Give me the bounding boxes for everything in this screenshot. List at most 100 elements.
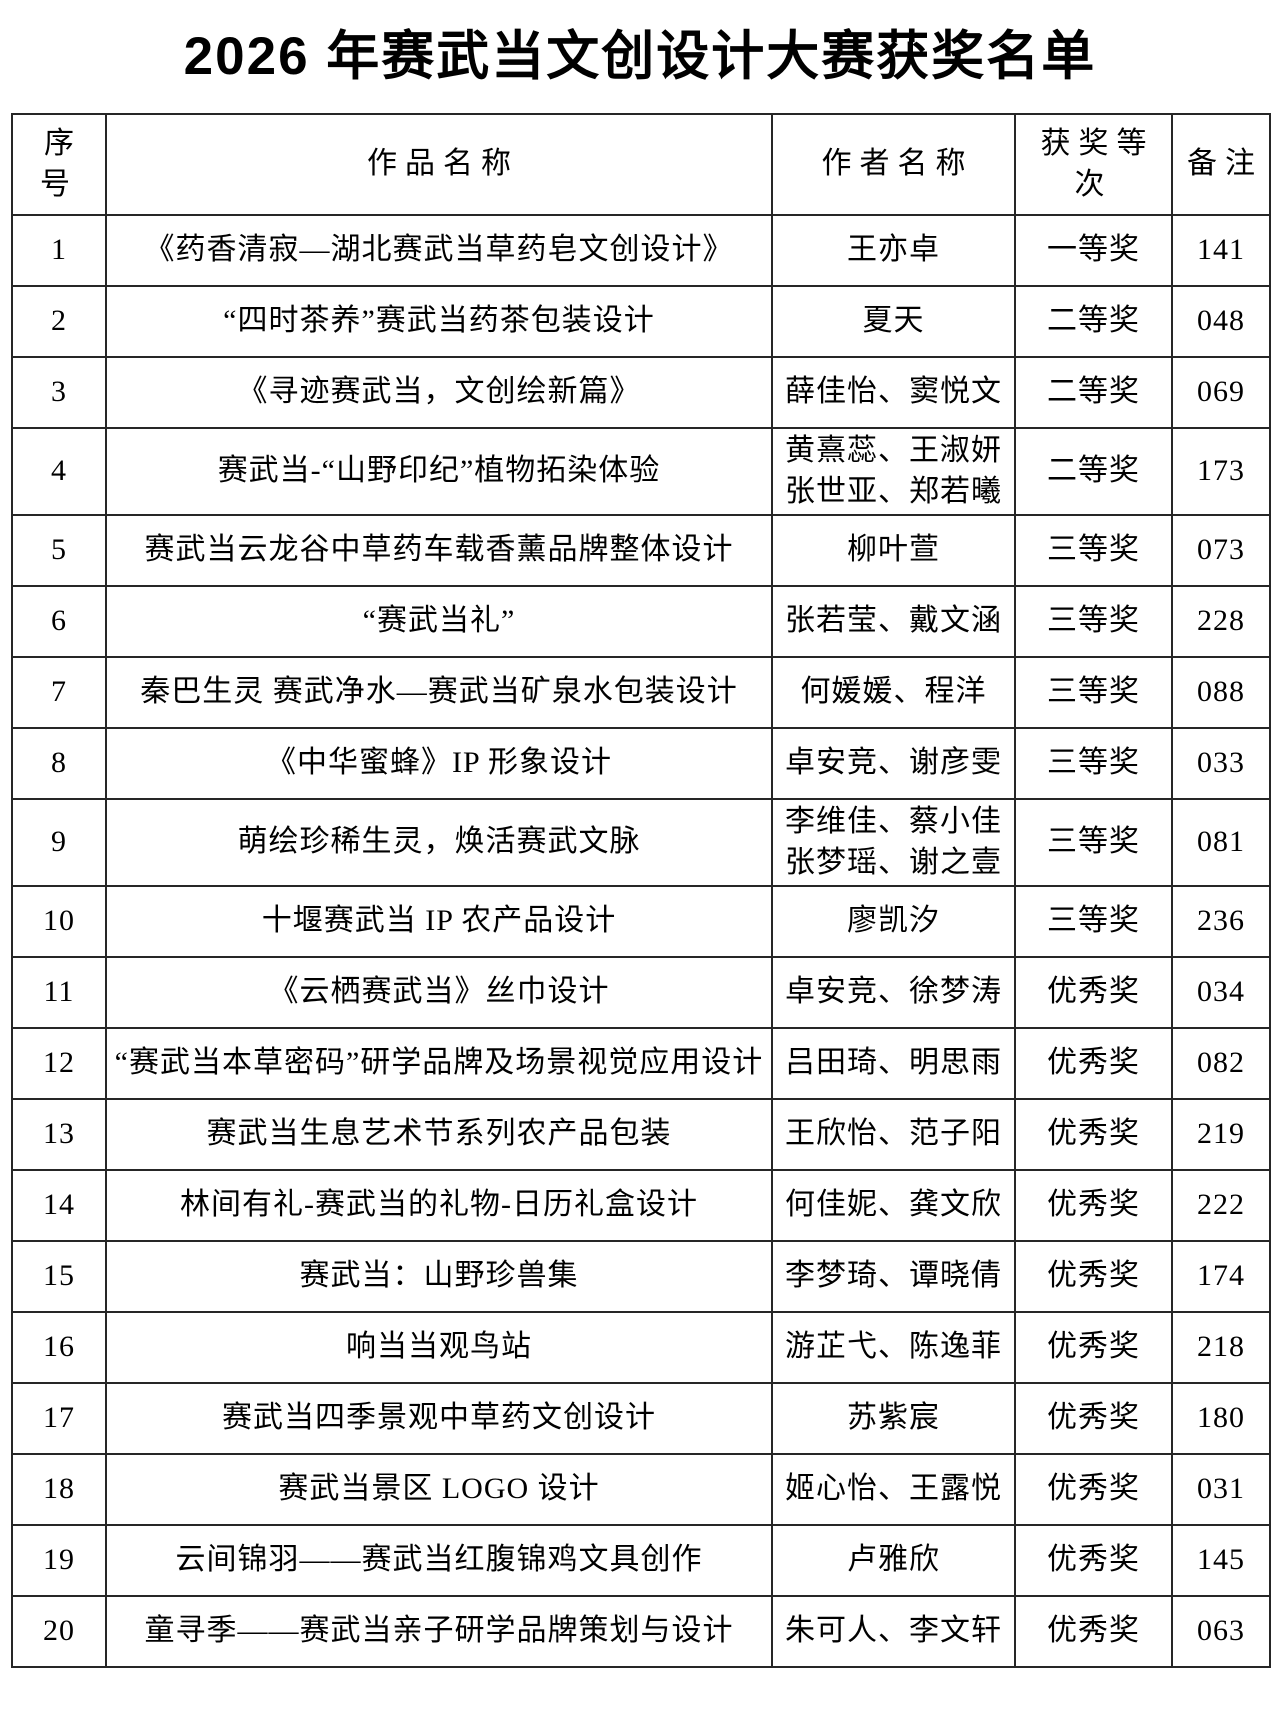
table-row: 19 云间锦羽——赛武当红腹锦鸡文具创作 卢雅欣 优秀奖 145 (11, 1524, 1271, 1597)
cell-award: 优秀奖 (1014, 1027, 1173, 1100)
cell-no: 14 (11, 1169, 107, 1242)
header-cell-authors: 作者名称 (771, 113, 1016, 216)
table-header-row: 序号 作品名称 作者名称 获奖等次 备注 (11, 113, 1271, 216)
cell-no: 3 (11, 356, 107, 429)
header-cell-no: 序号 (11, 113, 107, 216)
cell-note: 082 (1171, 1027, 1271, 1100)
cell-no: 7 (11, 656, 107, 729)
cell-work: 赛武当四季景观中草药文创设计 (105, 1382, 773, 1455)
cell-no: 2 (11, 285, 107, 358)
cell-work: “赛武当礼” (105, 585, 773, 658)
cell-award: 三等奖 (1014, 656, 1173, 729)
cell-work: “四时茶养”赛武当药茶包装设计 (105, 285, 773, 358)
cell-note: 174 (1171, 1240, 1271, 1313)
cell-no: 20 (11, 1595, 107, 1668)
cell-work: 十堰赛武当 IP 农产品设计 (105, 885, 773, 958)
cell-award: 二等奖 (1014, 356, 1173, 429)
cell-award: 三等奖 (1014, 585, 1173, 658)
cell-note: 081 (1171, 798, 1271, 887)
awards-table: 序号 作品名称 作者名称 获奖等次 备注 1 《药香清寂—湖北赛武当草药皂文创设… (11, 113, 1271, 1668)
cell-authors: 黄熹蕊、王淑妍 张世亚、郑若曦 (771, 427, 1016, 516)
table-row: 20 童寻季——赛武当亲子研学品牌策划与设计 朱可人、李文轩 优秀奖 063 (11, 1595, 1271, 1668)
table-row: 17 赛武当四季景观中草药文创设计 苏紫宸 优秀奖 180 (11, 1382, 1271, 1455)
table-row: 16 响当当观鸟站 游芷弋、陈逸菲 优秀奖 218 (11, 1311, 1271, 1384)
cell-no: 19 (11, 1524, 107, 1597)
table-row: 12 “赛武当本草密码”研学品牌及场景视觉应用设计 吕田琦、明思雨 优秀奖 08… (11, 1027, 1271, 1100)
cell-note: 219 (1171, 1098, 1271, 1171)
cell-authors: 柳叶萱 (771, 514, 1016, 587)
cell-no: 5 (11, 514, 107, 587)
cell-award: 一等奖 (1014, 214, 1173, 287)
cell-authors: 李维佳、蔡小佳 张梦瑶、谢之壹 (771, 798, 1016, 887)
cell-work: 赛武当景区 LOGO 设计 (105, 1453, 773, 1526)
cell-award: 优秀奖 (1014, 1453, 1173, 1526)
table-row: 14 林间有礼-赛武当的礼物-日历礼盒设计 何佳妮、龚文欣 优秀奖 222 (11, 1169, 1271, 1242)
cell-note: 073 (1171, 514, 1271, 587)
cell-note: 034 (1171, 956, 1271, 1029)
cell-note: 141 (1171, 214, 1271, 287)
cell-award: 三等奖 (1014, 885, 1173, 958)
cell-no: 4 (11, 427, 107, 516)
cell-award: 二等奖 (1014, 427, 1173, 516)
cell-note: 222 (1171, 1169, 1271, 1242)
table-row: 2 “四时茶养”赛武当药茶包装设计 夏天 二等奖 048 (11, 285, 1271, 358)
table-row: 13 赛武当生息艺术节系列农产品包装 王欣怡、范子阳 优秀奖 219 (11, 1098, 1271, 1171)
cell-note: 228 (1171, 585, 1271, 658)
cell-authors: 苏紫宸 (771, 1382, 1016, 1455)
cell-work: 赛武当云龙谷中草药车载香薰品牌整体设计 (105, 514, 773, 587)
cell-work: 云间锦羽——赛武当红腹锦鸡文具创作 (105, 1524, 773, 1597)
cell-authors: 李梦琦、谭晓倩 (771, 1240, 1016, 1313)
cell-work: 赛武当：山野珍兽集 (105, 1240, 773, 1313)
cell-work: 《药香清寂—湖北赛武当草药皂文创设计》 (105, 214, 773, 287)
cell-authors: 夏天 (771, 285, 1016, 358)
table-row: 18 赛武当景区 LOGO 设计 姬心怡、王露悦 优秀奖 031 (11, 1453, 1271, 1526)
table-row: 9 萌绘珍稀生灵，焕活赛武文脉 李维佳、蔡小佳 张梦瑶、谢之壹 三等奖 081 (11, 798, 1271, 887)
cell-no: 12 (11, 1027, 107, 1100)
cell-note: 145 (1171, 1524, 1271, 1597)
cell-no: 13 (11, 1098, 107, 1171)
cell-award: 三等奖 (1014, 798, 1173, 887)
cell-no: 8 (11, 727, 107, 800)
cell-award: 优秀奖 (1014, 1169, 1173, 1242)
cell-award: 优秀奖 (1014, 1098, 1173, 1171)
cell-work: 赛武当生息艺术节系列农产品包装 (105, 1098, 773, 1171)
cell-note: 173 (1171, 427, 1271, 516)
cell-authors: 薛佳怡、窦悦文 (771, 356, 1016, 429)
cell-no: 9 (11, 798, 107, 887)
cell-award: 优秀奖 (1014, 1311, 1173, 1384)
cell-authors: 廖凯汐 (771, 885, 1016, 958)
cell-authors: 吕田琦、明思雨 (771, 1027, 1016, 1100)
cell-work: 秦巴生灵 赛武净水—赛武当矿泉水包装设计 (105, 656, 773, 729)
cell-work: “赛武当本草密码”研学品牌及场景视觉应用设计 (105, 1027, 773, 1100)
cell-award: 二等奖 (1014, 285, 1173, 358)
cell-authors: 朱可人、李文轩 (771, 1595, 1016, 1668)
table-row: 6 “赛武当礼” 张若莹、戴文涵 三等奖 228 (11, 585, 1271, 658)
table-row: 1 《药香清寂—湖北赛武当草药皂文创设计》 王亦卓 一等奖 141 (11, 214, 1271, 287)
cell-award: 优秀奖 (1014, 956, 1173, 1029)
cell-authors: 卓安竞、徐梦涛 (771, 956, 1016, 1029)
cell-note: 063 (1171, 1595, 1271, 1668)
cell-no: 18 (11, 1453, 107, 1526)
table-row: 11 《云栖赛武当》丝巾设计 卓安竞、徐梦涛 优秀奖 034 (11, 956, 1271, 1029)
cell-award: 三等奖 (1014, 727, 1173, 800)
cell-note: 048 (1171, 285, 1271, 358)
cell-authors: 卢雅欣 (771, 1524, 1016, 1597)
cell-work: 《寻迹赛武当，文创绘新篇》 (105, 356, 773, 429)
cell-authors: 王亦卓 (771, 214, 1016, 287)
awards-table-body: 1 《药香清寂—湖北赛武当草药皂文创设计》 王亦卓 一等奖 141 2 “四时茶… (11, 214, 1271, 1668)
header-cell-award: 获奖等次 (1014, 113, 1173, 216)
header-cell-work: 作品名称 (105, 113, 773, 216)
cell-no: 1 (11, 214, 107, 287)
cell-work: 《云栖赛武当》丝巾设计 (105, 956, 773, 1029)
cell-award: 优秀奖 (1014, 1240, 1173, 1313)
cell-work: 林间有礼-赛武当的礼物-日历礼盒设计 (105, 1169, 773, 1242)
cell-note: 236 (1171, 885, 1271, 958)
cell-note: 033 (1171, 727, 1271, 800)
page-title: 2026 年赛武当文创设计大赛获奖名单 (183, 27, 1097, 86)
cell-authors: 卓安竞、谢彦雯 (771, 727, 1016, 800)
cell-authors: 王欣怡、范子阳 (771, 1098, 1016, 1171)
cell-work: 响当当观鸟站 (105, 1311, 773, 1384)
table-row: 4 赛武当-“山野印纪”植物拓染体验 黄熹蕊、王淑妍 张世亚、郑若曦 二等奖 1… (11, 427, 1271, 516)
cell-no: 11 (11, 956, 107, 1029)
